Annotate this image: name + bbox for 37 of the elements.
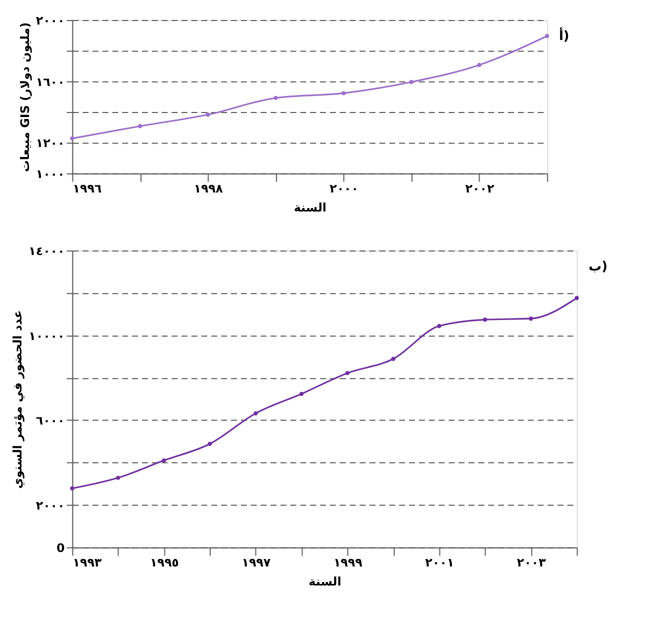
point <box>254 411 258 416</box>
point <box>482 318 488 322</box>
y-tick-label: ١٦٠٠ <box>36 74 65 89</box>
point <box>574 296 579 300</box>
y-tick-label: ٦٠٠٠ <box>36 414 65 428</box>
x-tick-label: ١٩٩٩ <box>333 556 362 570</box>
y-axis-title: مبيعات GIS (مليون دولار) <box>18 22 32 172</box>
point <box>299 392 304 396</box>
x-axis-title: السنة <box>294 200 326 214</box>
x-tick-label: ١٩٩٣ <box>72 556 102 570</box>
point <box>208 442 212 446</box>
x-axis-title: السنة <box>308 574 342 588</box>
point <box>116 476 120 480</box>
point <box>528 316 533 321</box>
text: ب) <box>588 259 608 274</box>
point <box>437 324 442 328</box>
y-tick-label: ١٢٠٠ <box>36 136 65 150</box>
y-tick-label: 0 <box>56 540 65 555</box>
y-tick-label: ١٤٠٠٠ <box>28 244 65 258</box>
y-tick-label: ١٠٠٠ <box>36 166 65 181</box>
text: أ) <box>558 26 570 44</box>
x-tick-label: ١٩٩٨ <box>194 182 224 196</box>
point <box>391 356 396 361</box>
y-tick-label: ٢٠٠٠ <box>36 13 65 28</box>
point <box>70 486 74 490</box>
x-tick-label: ٢٠٠٠ <box>330 182 359 196</box>
x-tick-label: ١٩٩٧ <box>242 556 272 570</box>
point <box>162 458 166 463</box>
x-tick-label: ٢٠٠٢ <box>465 182 495 196</box>
x-tick-label: ١٩٩٥ <box>150 556 179 570</box>
y-tick-label: ٢٠٠٠ <box>36 498 65 512</box>
x-tick-label: ١٩٩٦ <box>72 182 102 196</box>
x-tick-label: ٢٠٠٣ <box>516 556 547 570</box>
y-axis-title: عدد الحضور في مؤتمر السنوي <box>10 310 25 489</box>
x-tick-label: ٢٠٠١ <box>425 556 454 570</box>
y-tick-label: ١٠٠٠٠ <box>28 328 65 343</box>
point <box>345 370 350 376</box>
